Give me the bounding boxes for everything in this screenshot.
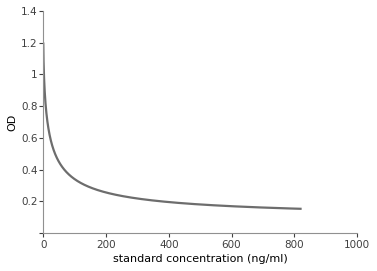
Y-axis label: OD: OD xyxy=(7,113,17,131)
X-axis label: standard concentration (ng/ml): standard concentration (ng/ml) xyxy=(113,254,288,264)
